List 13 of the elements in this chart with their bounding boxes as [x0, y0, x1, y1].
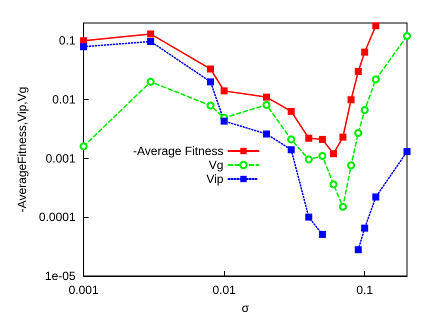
y-tick-label: 0.001 — [46, 151, 76, 166]
x-tick-label: 0.01 — [212, 283, 236, 297]
y-tick-label: 1e-05 — [44, 269, 76, 283]
x-axis-title: σ — [242, 301, 250, 315]
y-tick-label: 0.0001 — [38, 210, 76, 224]
y-tick-label: 0.1 — [58, 34, 76, 48]
x-tick-label: 0.001 — [68, 283, 99, 297]
legend-label: Vg — [208, 158, 224, 172]
legend-label: Vip — [206, 172, 224, 186]
x-tick-label: 0.1 — [356, 283, 374, 297]
y-axis-title: -AverageFitness,Vip,Vg — [15, 86, 29, 212]
legend-label: -Average Fitness — [132, 144, 224, 158]
y-tick-label: 0.01 — [52, 92, 76, 107]
